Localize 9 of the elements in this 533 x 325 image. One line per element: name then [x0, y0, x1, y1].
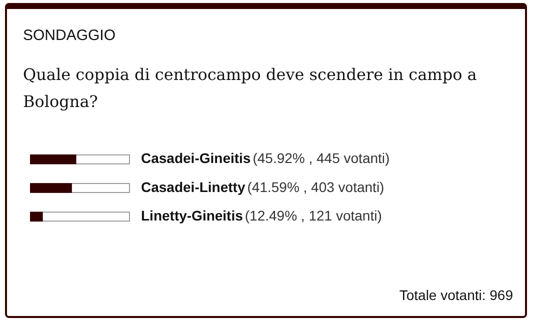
text: Quale coppia di centrocampo deve scendere in campo a Bologna?	[23, 64, 478, 113]
text: Totale votanti: 969	[399, 287, 513, 303]
data-label: (12.49% , 121 votanti)	[244, 208, 382, 224]
y-tick-label: Linetty-Gineitis	[141, 208, 244, 224]
data-label: (41.59% , 403 votanti)	[247, 178, 384, 195]
y-tick-label: Casadei-Gineitis	[141, 150, 251, 166]
chart-title: SONDAGGIO	[23, 27, 116, 44]
data-label: (45.92% , 445 votanti)	[252, 150, 390, 166]
y-tick-label: Casadei-Linetty	[141, 178, 246, 195]
